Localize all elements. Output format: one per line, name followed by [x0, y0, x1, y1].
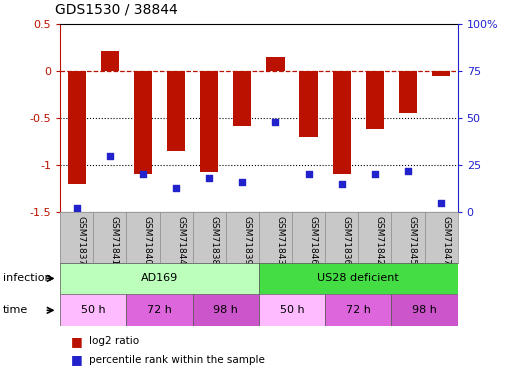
Bar [259, 262, 458, 294]
Point [238, 179, 246, 185]
Text: GSM71838: GSM71838 [209, 216, 218, 265]
Bar [200, 71, 218, 172]
Text: AD169: AD169 [141, 273, 178, 284]
Point [106, 153, 114, 159]
Text: GSM71842: GSM71842 [375, 216, 384, 265]
Point [139, 171, 147, 177]
Bar [259, 294, 325, 326]
Text: infection: infection [3, 273, 51, 284]
Text: GSM71837: GSM71837 [77, 216, 86, 265]
Bar [399, 71, 417, 113]
Point [371, 171, 379, 177]
Bar [67, 71, 86, 184]
Text: GSM71845: GSM71845 [408, 216, 417, 265]
Point [271, 119, 280, 125]
Bar [192, 294, 259, 326]
Bar [167, 71, 185, 151]
Text: ■: ■ [71, 354, 82, 366]
Bar [233, 71, 252, 126]
Bar [366, 71, 384, 129]
Point [337, 181, 346, 187]
Bar [127, 294, 192, 326]
Text: US28 deficient: US28 deficient [317, 273, 399, 284]
Bar [300, 71, 317, 137]
Text: GSM71844: GSM71844 [176, 216, 185, 265]
Text: GSM71843: GSM71843 [276, 216, 285, 265]
Bar [101, 51, 119, 71]
Text: log2 ratio: log2 ratio [89, 336, 139, 346]
Text: 72 h: 72 h [147, 305, 172, 315]
Point [73, 205, 81, 211]
Text: GSM71836: GSM71836 [342, 216, 351, 265]
Text: time: time [3, 305, 28, 315]
Point [437, 200, 445, 206]
Text: 50 h: 50 h [280, 305, 304, 315]
Bar [325, 294, 391, 326]
Bar [432, 71, 450, 76]
Text: GSM71840: GSM71840 [143, 216, 152, 265]
Bar [134, 71, 152, 174]
Point [304, 171, 313, 177]
Point [205, 175, 213, 181]
Text: GSM71841: GSM71841 [110, 216, 119, 265]
Text: 98 h: 98 h [412, 305, 437, 315]
Point [404, 168, 412, 174]
Text: GDS1530 / 38844: GDS1530 / 38844 [55, 3, 178, 17]
Text: 72 h: 72 h [346, 305, 371, 315]
Text: GSM71846: GSM71846 [309, 216, 317, 265]
Bar [391, 294, 458, 326]
Text: ■: ■ [71, 335, 82, 348]
Text: 98 h: 98 h [213, 305, 238, 315]
Text: percentile rank within the sample: percentile rank within the sample [89, 355, 265, 365]
Text: GSM71847: GSM71847 [441, 216, 450, 265]
Point [172, 184, 180, 190]
Bar [60, 294, 127, 326]
Text: GSM71839: GSM71839 [242, 216, 252, 265]
Bar [333, 71, 351, 174]
Text: 50 h: 50 h [81, 305, 106, 315]
Bar [266, 57, 285, 71]
Bar [60, 262, 259, 294]
